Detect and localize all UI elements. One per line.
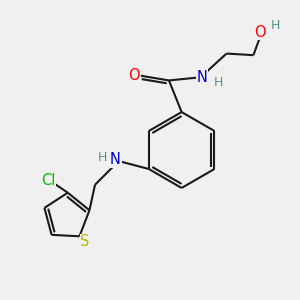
Text: O: O	[128, 68, 140, 83]
Text: H: H	[98, 152, 107, 164]
Text: N: N	[197, 70, 208, 85]
Text: N: N	[110, 152, 121, 167]
Text: O: O	[254, 25, 266, 40]
Text: Cl: Cl	[41, 173, 55, 188]
Text: H: H	[271, 19, 280, 32]
Text: H: H	[213, 76, 223, 88]
Text: S: S	[80, 235, 90, 250]
